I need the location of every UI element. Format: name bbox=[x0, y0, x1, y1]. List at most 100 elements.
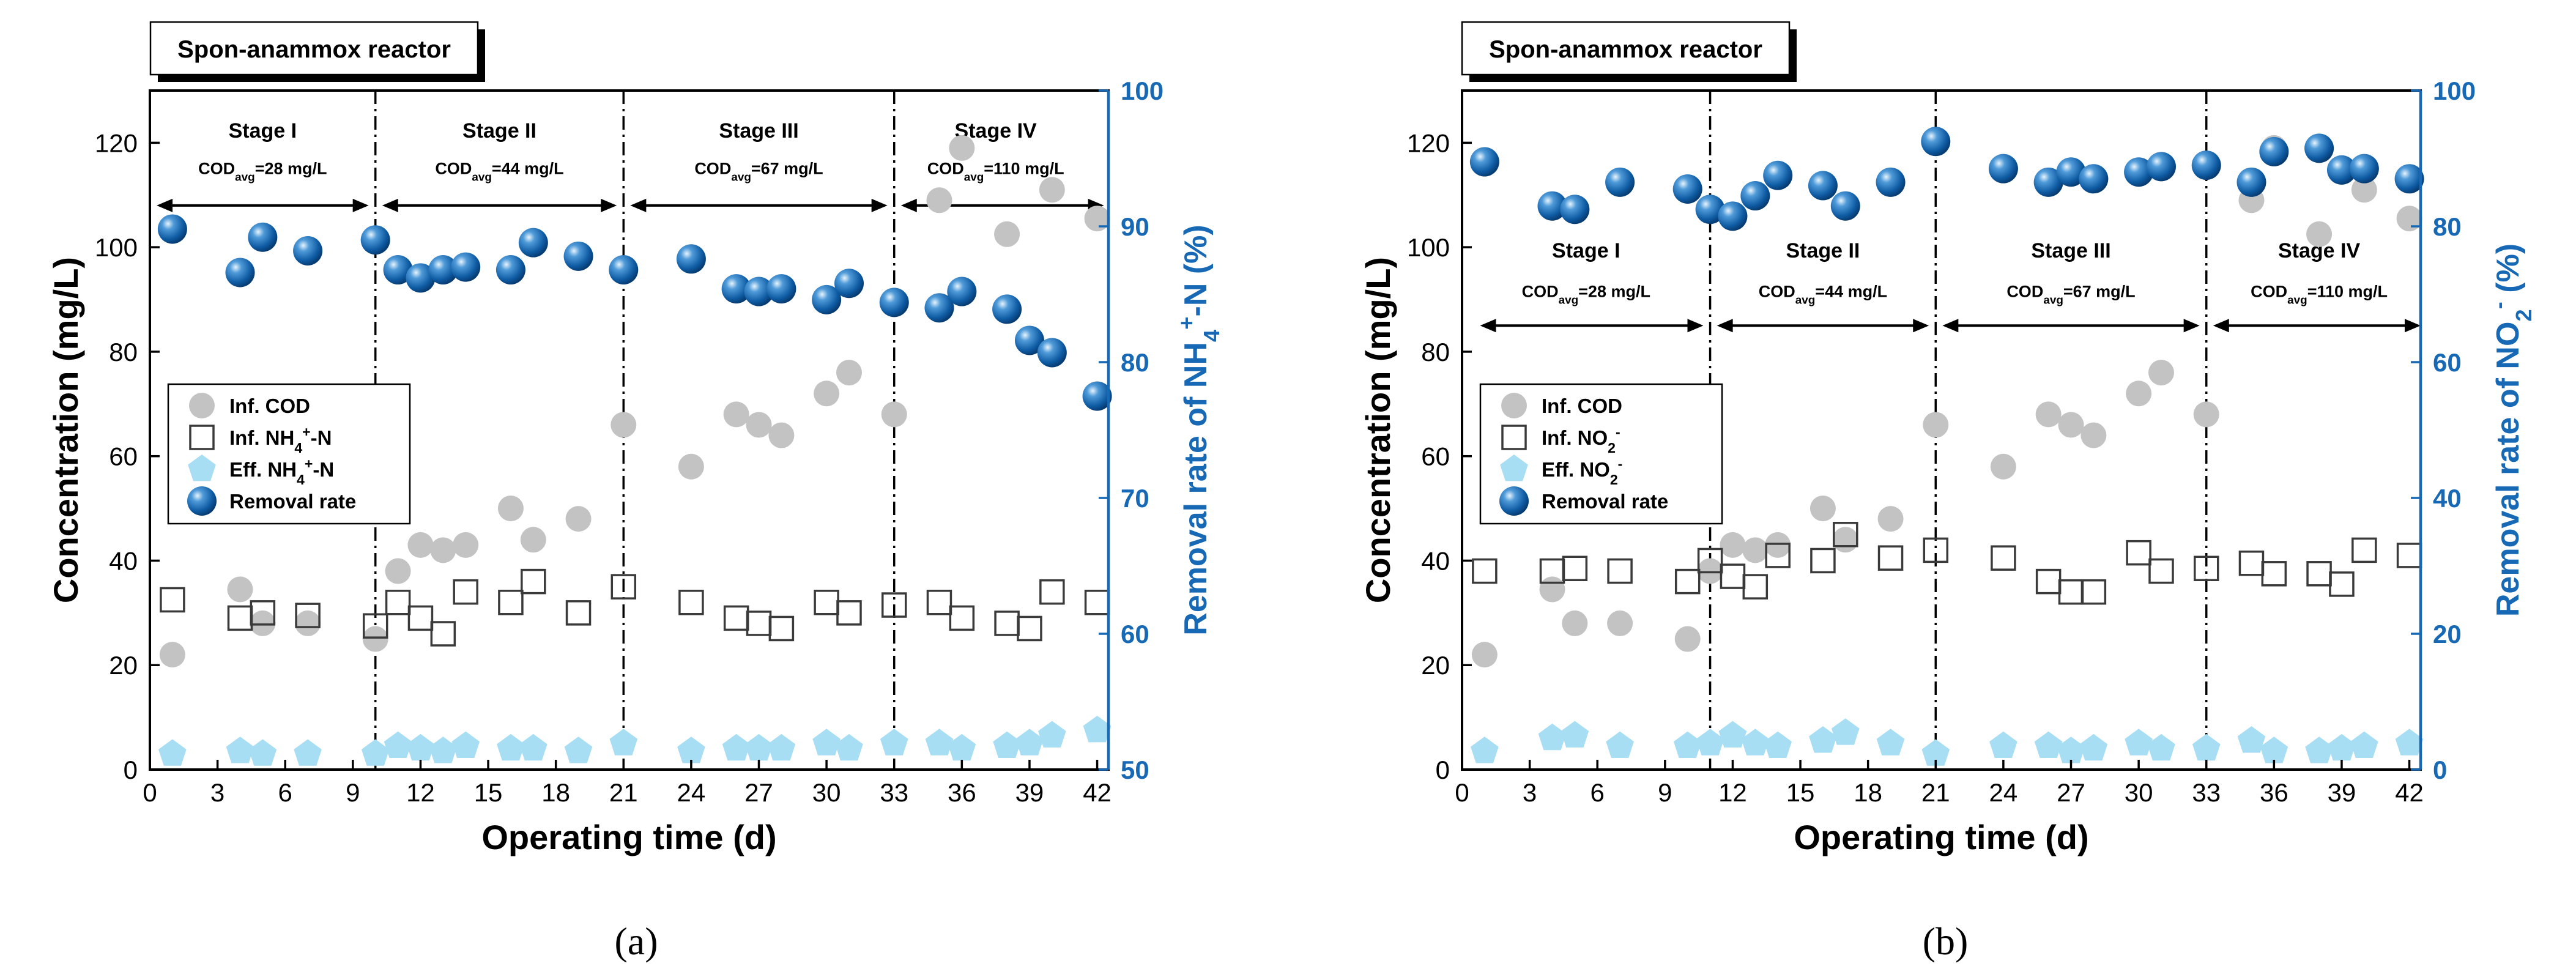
legend-marker bbox=[1501, 393, 1527, 418]
data-point bbox=[2148, 558, 2174, 584]
data-point bbox=[2260, 737, 2288, 763]
stage-cod-label: CODavg=44 mg/L bbox=[1759, 282, 1887, 306]
legend-label: Inf. COD bbox=[229, 395, 310, 417]
data-point bbox=[1561, 721, 1589, 748]
data-point bbox=[1084, 206, 1110, 232]
y2-tick-label: 70 bbox=[1121, 484, 1149, 513]
data-point bbox=[361, 739, 390, 766]
legend-marker bbox=[189, 393, 215, 418]
y-tick-label: 100 bbox=[95, 233, 138, 262]
data-point bbox=[611, 412, 637, 438]
data-point bbox=[722, 733, 751, 761]
data-point bbox=[451, 252, 481, 282]
data-point bbox=[1084, 590, 1110, 615]
data-point bbox=[428, 255, 458, 285]
data-point bbox=[879, 288, 909, 317]
data-point bbox=[2146, 152, 2176, 182]
data-point bbox=[1876, 167, 1906, 197]
data-point bbox=[1765, 532, 1791, 558]
legend-label: Eff. NO2- bbox=[1542, 456, 1622, 488]
data-point bbox=[2395, 729, 2424, 756]
data-point bbox=[2126, 540, 2151, 566]
data-point bbox=[158, 739, 187, 766]
data-point bbox=[2329, 571, 2355, 597]
data-point bbox=[362, 626, 388, 652]
data-point bbox=[926, 590, 952, 615]
data-point bbox=[2394, 164, 2424, 194]
data-point bbox=[295, 610, 321, 636]
data-point bbox=[609, 729, 638, 756]
data-point bbox=[994, 611, 1020, 636]
data-point bbox=[1830, 191, 1860, 221]
stage-arrow-head-right bbox=[2183, 319, 2200, 333]
data-point bbox=[949, 135, 975, 161]
stage-arrow-head-left bbox=[1717, 319, 1733, 333]
stage-arrow-head-left bbox=[157, 198, 173, 212]
legend-marker bbox=[1500, 455, 1528, 481]
data-point bbox=[248, 739, 277, 766]
data-point bbox=[1537, 191, 1567, 221]
data-point bbox=[564, 737, 593, 763]
data-point bbox=[2193, 401, 2219, 428]
legend-label: Removal rate bbox=[229, 490, 356, 513]
stage-arrow-head-left bbox=[630, 198, 647, 212]
data-point bbox=[429, 737, 458, 763]
stage-arrow-head-right bbox=[1687, 319, 1704, 333]
data-point bbox=[1017, 615, 1042, 642]
data-point bbox=[678, 590, 704, 615]
data-point bbox=[2350, 731, 2378, 758]
data-point bbox=[1015, 729, 1044, 756]
data-point bbox=[1809, 726, 1837, 753]
legend-label: Eff. NH4+-N bbox=[229, 456, 334, 488]
x-tick-label: 18 bbox=[541, 778, 570, 807]
stage-cod-label: CODavg=110 mg/L bbox=[927, 160, 1064, 184]
data-point bbox=[1471, 642, 1498, 668]
x-tick-label: 27 bbox=[2057, 778, 2085, 807]
stage-arrow-head-left bbox=[382, 198, 398, 212]
data-point bbox=[295, 603, 321, 628]
data-point bbox=[2035, 568, 2062, 595]
data-point bbox=[1921, 127, 1951, 157]
data-point bbox=[1742, 574, 1769, 600]
data-point bbox=[948, 733, 976, 761]
data-point bbox=[1607, 558, 1633, 584]
data-point bbox=[1764, 731, 1792, 758]
data-point bbox=[1741, 729, 1770, 756]
data-point bbox=[2259, 136, 2289, 166]
y2-tick-label: 60 bbox=[1121, 620, 1149, 648]
data-point bbox=[497, 733, 525, 761]
data-point bbox=[835, 733, 863, 761]
data-point bbox=[563, 241, 593, 271]
x-tick-label: 33 bbox=[2192, 778, 2221, 807]
data-point bbox=[2305, 737, 2333, 763]
data-point bbox=[1921, 739, 1950, 766]
y-tick-label: 120 bbox=[1407, 128, 1450, 157]
data-point bbox=[1696, 729, 1724, 756]
data-point bbox=[746, 412, 772, 438]
legend-marker bbox=[1499, 486, 1529, 516]
y-tick-label: 0 bbox=[124, 756, 138, 784]
x-tick-label: 6 bbox=[1591, 778, 1605, 807]
data-point bbox=[407, 532, 434, 558]
data-point bbox=[836, 360, 862, 386]
data-point bbox=[2351, 177, 2377, 203]
x-tick-label: 42 bbox=[2395, 778, 2424, 807]
data-point bbox=[2056, 157, 2086, 187]
x-tick-label: 21 bbox=[1921, 778, 1950, 807]
title-banner bbox=[149, 21, 479, 76]
data-point bbox=[812, 284, 842, 314]
x-tick-label: 39 bbox=[1015, 778, 1044, 807]
x-tick-label: 36 bbox=[948, 778, 976, 807]
data-point bbox=[2079, 164, 2109, 194]
stage-cod-label: CODavg=67 mg/L bbox=[2006, 282, 2135, 306]
data-point bbox=[1083, 716, 1112, 743]
data-point bbox=[2125, 729, 2153, 756]
data-point bbox=[430, 621, 456, 647]
x-tick-label: 27 bbox=[744, 778, 773, 807]
data-point bbox=[1765, 543, 1791, 568]
stage-cod-label: CODavg=110 mg/L bbox=[2251, 282, 2388, 306]
y2-tick-label: 80 bbox=[2433, 212, 2462, 241]
data-point bbox=[157, 214, 187, 244]
data-point bbox=[294, 739, 322, 766]
x-tick-label: 21 bbox=[609, 778, 638, 807]
